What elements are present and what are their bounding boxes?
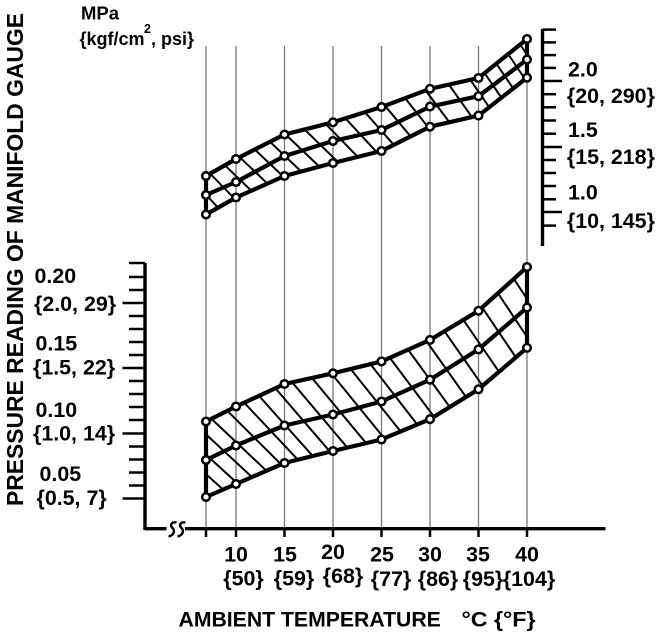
svg-text:{20, 290}: {20, 290} [567, 84, 655, 108]
svg-text:{10, 145}: {10, 145} [567, 209, 655, 233]
svg-text:10: 10 [224, 543, 248, 567]
svg-text:40: 40 [515, 543, 539, 567]
svg-text:1.0: 1.0 [568, 180, 598, 204]
svg-text:{1.5, 22}: {1.5, 22} [33, 355, 115, 379]
svg-text:{15, 218}: {15, 218} [567, 145, 655, 169]
svg-text:°C {°F}: °C {°F} [462, 607, 536, 631]
svg-text:1.5: 1.5 [568, 118, 598, 142]
svg-text:{2.0, 29}: {2.0, 29} [34, 292, 116, 316]
svg-text:{68}: {68} [323, 564, 363, 588]
svg-text:25: 25 [370, 543, 394, 567]
svg-text:{0.5, 7}: {0.5, 7} [37, 486, 107, 510]
svg-text:PRESSURE READING OF MANIFOLD G: PRESSURE READING OF MANIFOLD GAUGE [2, 13, 28, 506]
svg-text:20: 20 [321, 540, 345, 564]
svg-text:{104}: {104} [503, 567, 555, 591]
svg-text:30: 30 [418, 543, 442, 567]
svg-text:0.05: 0.05 [40, 462, 82, 486]
svg-text:0.10: 0.10 [36, 398, 78, 422]
svg-text:{86}: {86} [418, 567, 458, 591]
svg-text:MPa: MPa [81, 2, 120, 23]
svg-text:15: 15 [273, 543, 297, 567]
svg-text:0.15: 0.15 [36, 332, 78, 356]
svg-text:{50}: {50} [223, 567, 263, 591]
svg-text:35: 35 [466, 543, 490, 567]
svg-text:{77}: {77} [371, 567, 411, 591]
svg-text:2.0: 2.0 [568, 57, 598, 81]
svg-text:0.20: 0.20 [35, 264, 77, 288]
svg-text:{59}: {59} [274, 567, 314, 591]
svg-text:{1.0, 14}: {1.0, 14} [33, 422, 115, 446]
svg-text:{95}: {95} [463, 567, 503, 591]
svg-text:AMBIENT TEMPERATURE: AMBIENT TEMPERATURE [179, 607, 441, 631]
